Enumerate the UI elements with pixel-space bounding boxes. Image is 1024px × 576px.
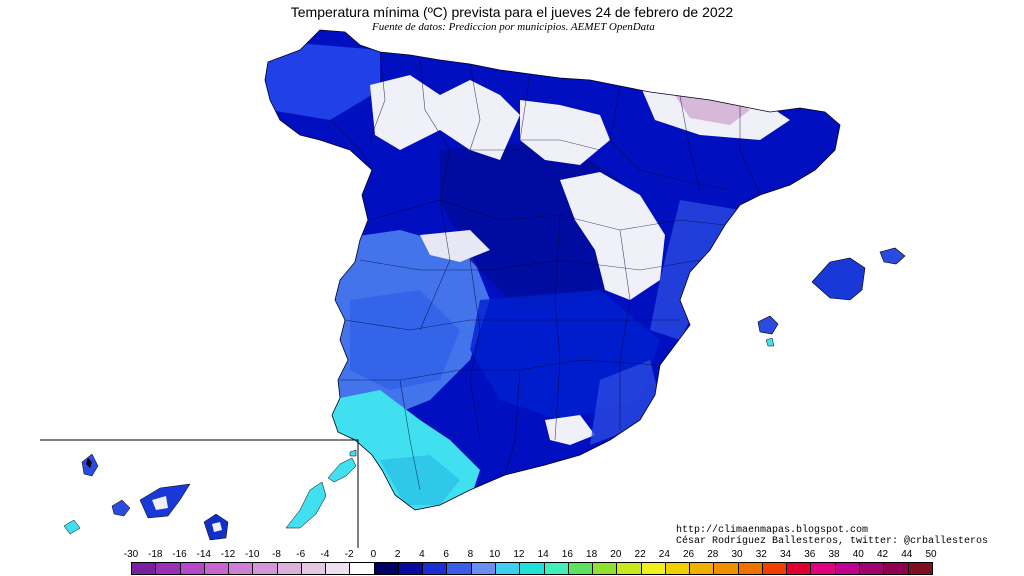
- legend-swatch: [204, 563, 230, 574]
- legend-tick-label: 6: [443, 549, 449, 560]
- legend-tick-label: 12: [513, 549, 525, 560]
- legend-tick-label: 2: [394, 549, 401, 560]
- legend-tick-label: -30: [123, 549, 139, 560]
- legend-tick-label: 22: [634, 549, 646, 560]
- legend-swatch: [787, 563, 812, 574]
- author-credit: César Rodríguez Ballesteros, twitter: @c…: [676, 536, 989, 547]
- legend-tick-label: 32: [755, 549, 767, 560]
- legend-swatch: [495, 563, 521, 574]
- legend-tick-label: -4: [320, 549, 330, 560]
- legend-tick-label: -12: [220, 549, 236, 560]
- legend-tick-label: 26: [683, 549, 695, 560]
- legend-swatch: [593, 563, 618, 574]
- legend-swatch: [690, 563, 715, 574]
- legend-tick-label: 38: [828, 549, 840, 560]
- legend-tick-label: 20: [610, 549, 622, 560]
- legend-tick-label: 28: [707, 549, 719, 560]
- legend-tick-label: 24: [658, 549, 670, 560]
- temperature-legend: -30 -18 -16 -14 -12 -10 -8 -6 -4 -2 0 2 4 6 8 10 12 14 16 1…: [124, 549, 937, 575]
- legend-swatch: [350, 563, 375, 574]
- legend-tick-label: 44: [901, 549, 913, 560]
- legend-swatch: [641, 563, 666, 574]
- legend-swatch: [229, 563, 254, 574]
- legend-tick-label: -2: [344, 549, 354, 560]
- map-title: Temperatura mínima (ºC) prevista para el…: [290, 4, 734, 20]
- legend-swatch: [811, 563, 836, 574]
- legend-tick-label: 40: [852, 549, 864, 560]
- blog-url: http://climaenmapas.blogspot.com: [676, 525, 869, 536]
- canary-islands-inset: [40, 439, 359, 548]
- legend-swatch: [180, 563, 205, 574]
- legend-tick-label: -6: [296, 549, 306, 560]
- legend-swatch: [156, 563, 181, 574]
- legend-swatch: [423, 563, 448, 574]
- legend-color-bar: [131, 562, 933, 575]
- legend-tick-label: 18: [586, 549, 598, 560]
- legend-swatch: [301, 563, 327, 574]
- legend-tick-label: -8: [272, 549, 281, 560]
- legend-tick-label: 36: [804, 549, 816, 560]
- legend-tick-label: 34: [779, 549, 792, 560]
- balearic-islands: [757, 247, 906, 347]
- legend-swatch: [132, 563, 157, 574]
- legend-swatch: [884, 563, 909, 574]
- legend-tick-label: -18: [148, 549, 163, 560]
- legend-swatch: [471, 563, 496, 574]
- data-source-subtitle: Fuente de datos: Prediccion por municipi…: [372, 21, 655, 33]
- legend-tick-label: 42: [876, 549, 889, 560]
- legend-swatch: [447, 563, 472, 574]
- legend-swatch: [568, 563, 594, 574]
- legend-swatch: [738, 563, 763, 574]
- legend-swatch: [374, 563, 399, 574]
- legend-tick-label: 8: [467, 549, 474, 560]
- legend-tick-label: 16: [561, 549, 573, 560]
- legend-swatch: [253, 563, 278, 574]
- legend-tick-label: -14: [196, 549, 211, 560]
- legend-swatch: [520, 563, 545, 574]
- legend-tick-label: -16: [172, 549, 187, 560]
- legend-swatch: [326, 563, 351, 574]
- legend-swatch: [762, 563, 788, 574]
- legend-swatch: [277, 563, 302, 574]
- legend-swatch: [859, 563, 885, 574]
- legend-swatch: [617, 563, 642, 574]
- legend-tick-label: 30: [731, 549, 743, 560]
- legend-swatch: [665, 563, 691, 574]
- legend-swatch: [398, 563, 424, 574]
- legend-swatch: [835, 563, 860, 574]
- legend-tick-label: 10: [489, 549, 501, 560]
- legend-swatch: [908, 563, 932, 574]
- legend-tick-label: -10: [244, 549, 260, 560]
- legend-swatch: [544, 563, 569, 574]
- legend-tick-label: 4: [419, 549, 425, 560]
- legend-tick-label: 50: [925, 549, 937, 560]
- legend-tick-label: 0: [370, 549, 377, 560]
- iberian-peninsula: [264, 29, 841, 511]
- legend-swatch: [714, 563, 739, 574]
- legend-tick-label: 14: [537, 549, 549, 560]
